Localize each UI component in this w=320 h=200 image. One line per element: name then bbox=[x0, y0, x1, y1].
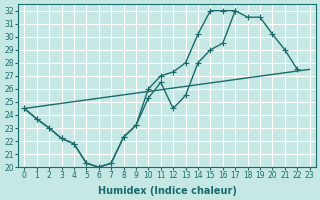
X-axis label: Humidex (Indice chaleur): Humidex (Indice chaleur) bbox=[98, 186, 236, 196]
